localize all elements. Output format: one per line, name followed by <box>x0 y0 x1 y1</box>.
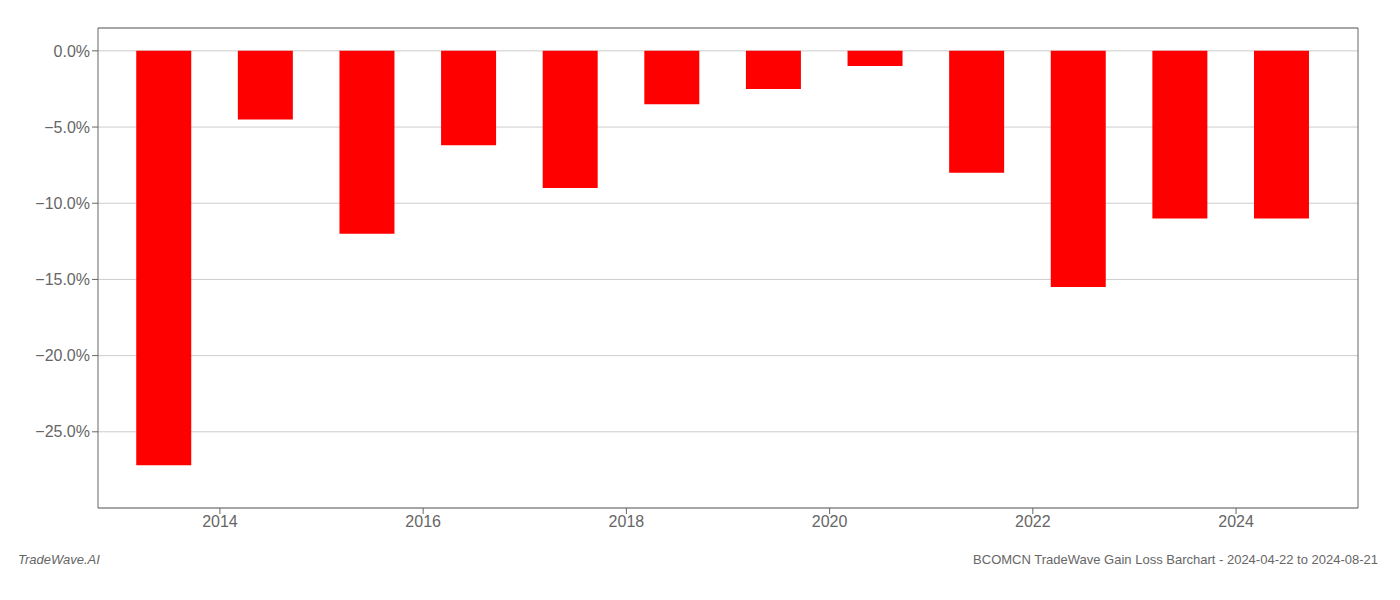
svg-text:2016: 2016 <box>405 513 441 530</box>
svg-text:−25.0%: −25.0% <box>35 423 90 440</box>
svg-text:2018: 2018 <box>609 513 645 530</box>
html-text:BCOMCN TradeWave Gain Loss Bar: BCOMCN TradeWave Gain Loss Barchart - 20… <box>973 552 1378 567</box>
svg-text:2020: 2020 <box>812 513 848 530</box>
svg-text:−10.0%: −10.0% <box>35 195 90 212</box>
svg-text:−5.0%: −5.0% <box>44 119 90 136</box>
svg-text:2024: 2024 <box>1218 513 1254 530</box>
svg-text:−15.0%: −15.0% <box>35 271 90 288</box>
svg-text:2014: 2014 <box>202 513 238 530</box>
svg-text:0.0%: 0.0% <box>54 43 90 60</box>
html-text:TradeWave.AI: TradeWave.AI <box>18 552 100 567</box>
svg-text:−20.0%: −20.0% <box>35 347 90 364</box>
svg-text:2022: 2022 <box>1015 513 1051 530</box>
